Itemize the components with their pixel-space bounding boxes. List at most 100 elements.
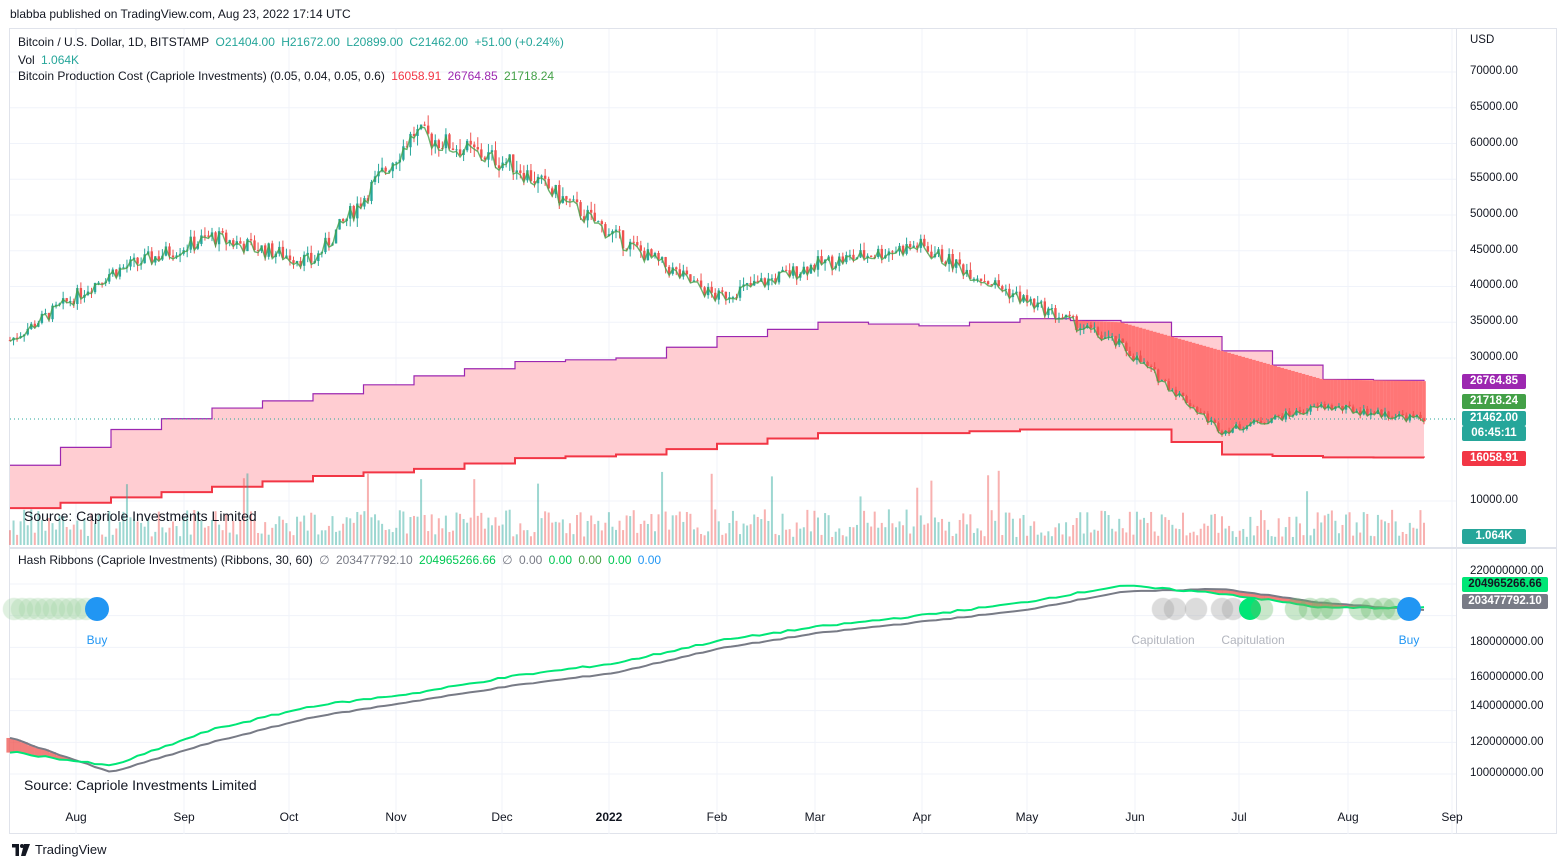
candle-body (802, 266, 806, 274)
candle-body (1366, 408, 1369, 416)
pane-separator[interactable] (10, 547, 1556, 549)
volume-bar (498, 525, 501, 545)
candle-body (327, 237, 331, 246)
tradingview-logo[interactable]: TradingView (12, 842, 107, 857)
volume-bar (1330, 510, 1333, 545)
chart-frame (9, 28, 1557, 834)
candle-body (940, 249, 944, 262)
volume-bar (487, 517, 490, 545)
price-trend-line (9, 125, 1425, 436)
volume-bar (1284, 527, 1287, 545)
volume-bar (731, 510, 734, 545)
candle-body (44, 312, 47, 314)
candle-body (512, 154, 515, 173)
candle-body (675, 267, 678, 270)
capitulation-fill (1333, 379, 1338, 407)
volume-bar (884, 527, 887, 545)
symbol-title[interactable]: Bitcoin / U.S. Dollar, 1D, BITSTAMP (18, 35, 210, 49)
capitulation-fill (1177, 338, 1182, 393)
capitulation-fill (1386, 380, 1391, 418)
volume-bar (317, 534, 320, 545)
candle-body (1252, 419, 1256, 424)
volume-bar (242, 478, 245, 545)
volume-bar (1153, 531, 1156, 545)
volume-bar (615, 529, 617, 545)
capitulation-circle (1151, 597, 1175, 621)
candle-body (830, 256, 834, 269)
candle-body (551, 188, 554, 195)
candle-body (979, 278, 983, 282)
candle-body (207, 235, 210, 237)
volume-bar (51, 523, 54, 545)
volume-bar (618, 520, 621, 545)
volume-bar (94, 523, 97, 545)
volume-bar (108, 510, 111, 545)
volume-bar (1065, 522, 1068, 545)
volume-bar (1245, 536, 1248, 545)
capitulation-circle (1184, 597, 1208, 621)
candle-body (1227, 430, 1231, 433)
candle-body (795, 266, 798, 278)
volume-bar (898, 521, 901, 545)
volume-bar (413, 515, 415, 545)
indicator-title[interactable]: Bitcoin Production Cost (Capriole Invest… (18, 69, 385, 83)
volume-bar (1274, 536, 1277, 545)
candle-body (483, 157, 487, 160)
volume-bar (1352, 535, 1355, 545)
price-tick: 45000.00 (1470, 244, 1518, 256)
candle-body (721, 290, 724, 292)
volume-bar (802, 527, 805, 545)
candle-body (164, 246, 168, 256)
volume-bar (1423, 522, 1425, 545)
capitulation-fill (1163, 334, 1168, 382)
candle-body (317, 253, 320, 262)
volume-label[interactable]: Vol (18, 53, 35, 67)
volume-bar (30, 509, 33, 545)
candle-body (480, 149, 483, 158)
volume-bar (845, 536, 848, 545)
volume-bar (1008, 512, 1011, 545)
volume-bar (19, 521, 22, 545)
candle-body (1096, 327, 1100, 336)
candle-body (1025, 295, 1029, 302)
candle-body (522, 172, 526, 181)
volume-bar (97, 514, 100, 545)
candle-body (1157, 369, 1160, 382)
hash-indicator-title[interactable]: Hash Ribbons (Capriole Investments) (Rib… (18, 553, 313, 567)
price-tick: 40000.00 (1470, 279, 1518, 291)
ohlc-high: H21672.00 (281, 35, 340, 49)
hash-tick: 120000000.00 (1470, 736, 1544, 748)
candle-body (1281, 416, 1284, 420)
capitulation-fill (1259, 361, 1263, 424)
volume-bar (774, 533, 777, 545)
volume-bar (232, 521, 235, 545)
volume-bar (983, 536, 986, 545)
volume-bar (381, 523, 384, 545)
volume-bar (23, 509, 26, 545)
capitulation-fill (1404, 380, 1409, 421)
candle-body (1149, 366, 1153, 368)
volume-bar (522, 530, 525, 545)
volume-bar (257, 532, 260, 545)
buy-signal-label: Buy (86, 633, 108, 647)
volume-bar (459, 513, 462, 545)
volume-bar (203, 527, 206, 545)
volume-bar (987, 475, 990, 545)
volume-bar (1146, 522, 1149, 545)
candle-body (972, 278, 976, 280)
volume-bar (420, 479, 423, 545)
volume-bar (710, 473, 713, 545)
volume-bar (1213, 513, 1216, 545)
volume-bar (891, 523, 894, 545)
volume-bar (26, 525, 29, 545)
candle-body (363, 198, 366, 207)
volume-bar (296, 516, 299, 545)
volume-bar (1267, 529, 1270, 545)
hash-fast-value: 204965266.66 (419, 553, 496, 567)
volume-bar (225, 514, 228, 545)
recovery-circle (42, 597, 66, 621)
candle-body (749, 283, 752, 286)
candle-body (1288, 411, 1291, 416)
candle-body (806, 266, 809, 274)
